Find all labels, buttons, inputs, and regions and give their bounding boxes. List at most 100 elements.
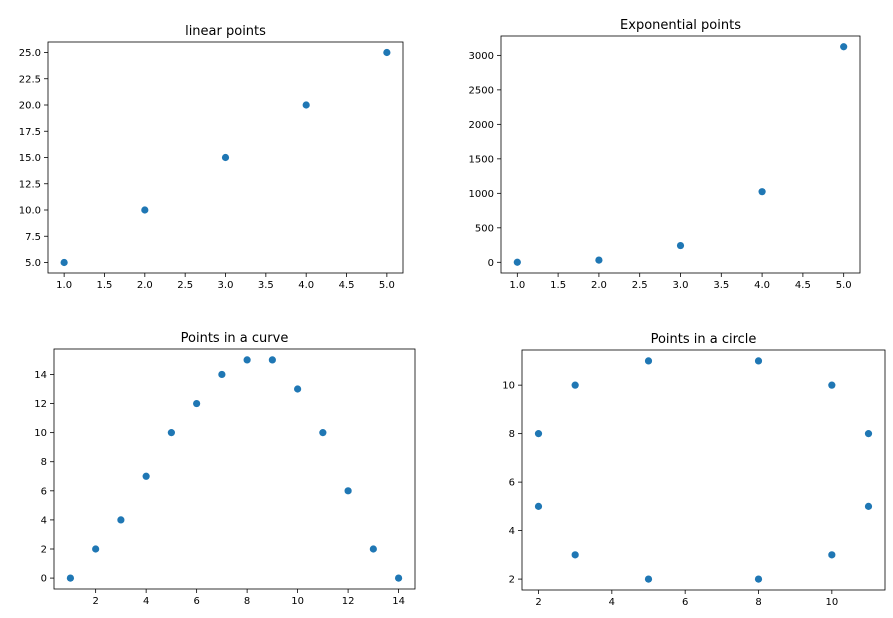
data-point [754,357,763,365]
chart-title: Points in a curve [181,331,289,346]
y-tick-label: 1500 [469,154,494,165]
data-point [369,545,377,553]
data-point [676,241,685,250]
y-tick-label: 4 [509,526,515,537]
x-tick-label: 6 [682,597,688,608]
y-tick-label: 0 [488,258,494,269]
x-tick-label: 3.0 [218,280,234,291]
x-tick-label: 5.0 [836,280,852,291]
chart-svg: Points in a circle 2 4 6 8 10 2 4 6 8 10 [502,332,886,608]
chart-points-in-a-curve: Points in a curve 2 4 6 8 10 12 14 0 2 4 6 8 10 12 14 [0,309,446,618]
data-point [142,472,150,480]
y-tick-label: 10 [34,428,47,439]
data-point [534,502,543,510]
x-tick-label: 4.5 [339,280,355,291]
y-tick-label: 14 [34,370,47,381]
y-tick-label: 22.5 [19,74,41,85]
x-tick-label: 2 [535,597,541,608]
x-tick-label: 4.5 [795,280,811,291]
x-tick-label: 4.0 [754,280,770,291]
x-tick-label: 6 [193,596,199,607]
x-tick-label: 4.0 [298,280,314,291]
y-tick-label: 12 [34,399,47,410]
y-tick-label: 17.5 [19,127,41,138]
x-tick-label: 8 [244,596,250,607]
data-point [644,357,653,365]
y-tick-label: 25.0 [19,48,41,59]
x-tick-label: 3.5 [713,280,729,291]
data-point [828,381,836,389]
data-point [319,429,327,437]
x-tick-label: 3.5 [258,280,274,291]
data-point [864,502,873,510]
y-tick-label: 8 [509,429,515,440]
data-point [268,356,276,364]
chart-exponential-points: Exponential points 1.0 1.5 2.0 2.5 3.0 3.5 4.0 4… [446,0,893,309]
data-point [828,551,836,559]
x-tick-label: 2.0 [137,280,153,291]
data-point [394,574,403,582]
x-tick-label: 2 [92,596,98,607]
y-tick-label: 5.0 [25,258,41,269]
data-point [302,101,310,109]
x-tick-label: 2.0 [591,280,607,291]
data-point [344,487,352,495]
x-tick-label: 8 [755,597,761,608]
data-point [92,545,100,553]
data-point [383,48,391,57]
chart-points-in-a-circle: Points in a circle 2 4 6 8 10 2 4 6 8 10 [446,309,893,618]
chart-title: Exponential points [620,18,741,33]
x-tick-label: 10 [291,596,304,607]
y-tick-label: 500 [475,223,494,234]
chart-svg: Points in a curve 2 4 6 8 10 12 14 0 2 4 6 8 10 12 14 [34,331,416,607]
x-tick-label: 1.5 [97,280,113,291]
data-point [167,429,175,437]
chart-svg: linear points 1.0 1.5 2.0 2.5 3.0 3.5 4.0 4.5 5.0… [19,24,404,291]
y-tick-label: 10.0 [19,206,41,217]
data-point [571,381,579,389]
chart-linear-points: linear points 1.0 1.5 2.0 2.5 3.0 3.5 4.0 4.5 5.0… [0,0,446,309]
data-point [534,430,543,438]
data-point [294,385,302,393]
y-tick-label: 1000 [469,189,494,200]
y-tick-label: 3000 [469,51,494,62]
chart-svg: Exponential points 1.0 1.5 2.0 2.5 3.0 3.5 4.0 4… [469,18,861,291]
data-point [644,575,653,583]
data-point [758,188,766,196]
data-point [595,256,603,264]
data-point [864,430,873,438]
data-point [513,258,521,266]
y-tick-label: 2000 [469,120,494,131]
y-tick-label: 15.0 [19,153,41,164]
y-tick-label: 12.5 [19,179,41,190]
data-point [571,551,579,559]
y-tick-label: 10 [502,381,515,392]
x-tick-label: 3.0 [673,280,689,291]
y-tick-label: 6 [41,486,47,497]
y-tick-label: 20.0 [19,101,41,112]
x-tick-label: 1.5 [550,280,566,291]
y-tick-label: 2 [41,545,47,556]
data-point [840,43,848,51]
x-tick-label: 1.0 [509,280,525,291]
y-tick-label: 7.5 [25,232,41,243]
x-tick-label: 10 [825,597,838,608]
x-tick-label: 5.0 [379,280,395,291]
x-tick-label: 2.5 [632,280,648,291]
y-tick-label: 2 [509,575,515,586]
x-tick-label: 1.0 [56,280,72,291]
data-point [141,206,149,214]
y-tick-label: 6 [509,478,515,489]
y-tick-label: 8 [41,457,47,468]
chart-title: Points in a circle [651,332,757,347]
y-tick-label: 2500 [469,85,494,96]
data-point [66,574,75,582]
data-point [221,153,230,162]
axes-frame [53,348,416,590]
x-tick-label: 4 [143,596,149,607]
data-point [243,356,251,364]
data-point [117,516,125,524]
y-tick-label: 4 [41,515,47,526]
x-tick-label: 4 [609,597,615,608]
x-tick-label: 12 [342,596,355,607]
